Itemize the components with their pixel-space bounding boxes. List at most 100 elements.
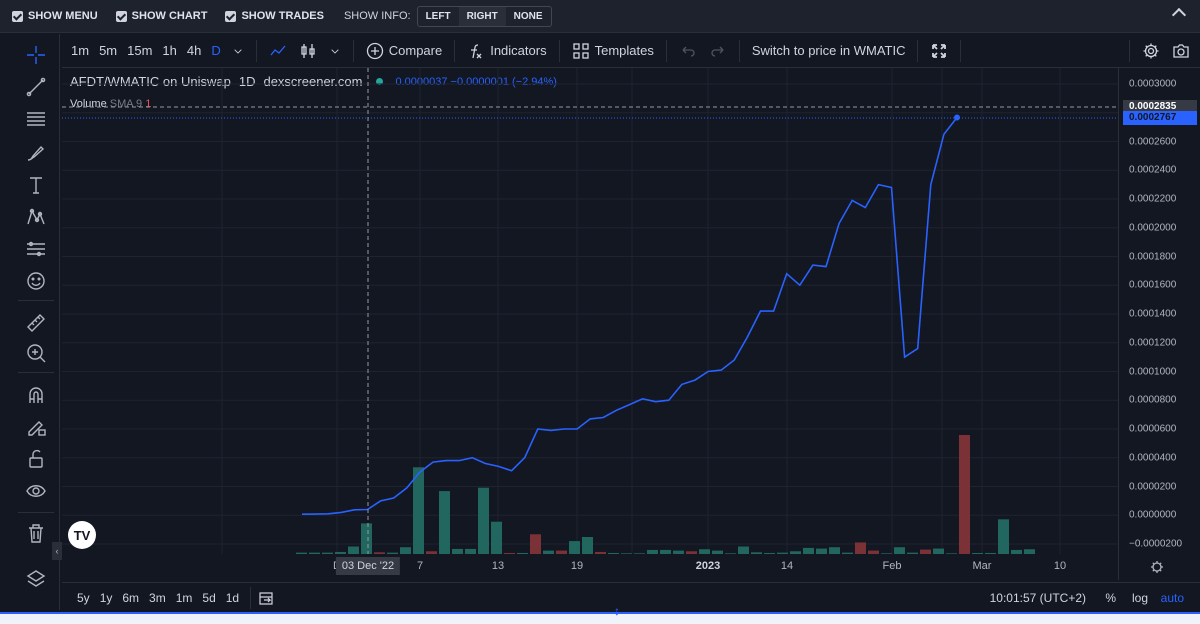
volume-bar — [374, 552, 385, 554]
volume-bar — [309, 552, 320, 554]
show-menu-label: SHOW MENU — [28, 10, 98, 22]
zoom-in-icon — [27, 344, 46, 363]
range-1y[interactable]: 1y — [99, 590, 113, 605]
time-tick: Feb — [882, 560, 902, 572]
time-tick: 13 — [491, 560, 505, 572]
text-tool[interactable] — [22, 172, 50, 198]
line-chart-icon — [270, 45, 286, 55]
pattern-tool[interactable] — [22, 204, 50, 230]
toolbar-divider — [558, 39, 560, 62]
lock-drawing-tool[interactable] — [22, 414, 50, 440]
icons-tool[interactable] — [22, 268, 50, 294]
price-chart[interactable]: TV — [62, 68, 1118, 554]
indicators-button[interactable]: Indicators — [461, 42, 552, 60]
volume-bar — [634, 553, 645, 554]
volume-bar — [478, 487, 489, 554]
volume-bar — [946, 553, 957, 554]
show-trades-checkbox[interactable]: SHOW TRADES — [225, 10, 324, 22]
compare-button[interactable]: Compare — [360, 42, 448, 60]
pencil-lock-icon — [28, 421, 46, 436]
go-to-date-icon[interactable] — [257, 589, 275, 607]
volume-bar — [842, 552, 853, 554]
magnet-tool[interactable] — [22, 382, 50, 408]
templates-label: Templates — [594, 43, 654, 58]
redo-button[interactable] — [703, 42, 733, 60]
object-tree-tool[interactable] — [22, 566, 50, 592]
timeframe-d[interactable]: D — [211, 43, 221, 58]
magnet-icon — [29, 387, 43, 403]
switch-price-button[interactable]: Switch to price in WMATIC — [751, 43, 906, 58]
volume-bar — [725, 553, 736, 554]
range-1m[interactable]: 1m — [175, 590, 193, 605]
volume-bar — [426, 551, 437, 554]
zoom-tool[interactable] — [22, 340, 50, 366]
range-5d[interactable]: 5d — [202, 590, 216, 605]
fib-tool[interactable] — [22, 106, 50, 132]
volume-bar — [712, 550, 723, 554]
timeframe-1h[interactable]: 1h — [162, 43, 177, 58]
prediction-tool[interactable] — [22, 236, 50, 262]
settings-button[interactable] — [1136, 42, 1166, 60]
crosshair-tool[interactable] — [22, 42, 50, 68]
price-tick: 0.0000800 — [1129, 394, 1177, 406]
candles-button[interactable] — [293, 42, 323, 60]
undo-button[interactable] — [673, 42, 703, 60]
time-scale[interactable]: D71319202314FebMar10 03 Dec '22 — [62, 554, 1118, 580]
tradingview-logo[interactable]: TV — [68, 521, 96, 549]
show-menu-checkbox[interactable]: SHOW MENU — [12, 10, 98, 22]
fullscreen-button[interactable] — [924, 42, 954, 60]
remove-drawings-tool[interactable] — [22, 520, 50, 546]
volume-bar — [985, 552, 996, 554]
chevron-up-icon[interactable] — [1171, 7, 1187, 23]
volume-bar — [582, 537, 593, 554]
lock-all-tool[interactable] — [22, 446, 50, 472]
interval-label: 1D — [238, 74, 256, 89]
info-none-option[interactable]: NONE — [513, 10, 543, 22]
templates-button[interactable]: Templates — [566, 42, 660, 60]
price-scale[interactable]: 0.0003000 0.0002600 0.0002400 0.0002200 0.00… — [1118, 68, 1200, 580]
show-chart-checkbox[interactable]: SHOW CHART — [115, 10, 207, 22]
price-tick: 0.0001000 — [1129, 366, 1177, 377]
crosshair-icon — [27, 46, 45, 64]
chart-type-button[interactable] — [263, 42, 293, 60]
timeframe-5m[interactable]: 5m — [99, 43, 118, 58]
range-5y[interactable]: 5y — [77, 590, 90, 605]
timeframe-dropdown[interactable] — [226, 45, 250, 57]
function-icon — [471, 43, 482, 58]
eye-icon — [26, 485, 46, 497]
source-label: dexscreener.com — [263, 74, 363, 89]
volume-bar — [894, 547, 905, 554]
brush-tool[interactable] — [22, 140, 50, 166]
fullscreen-icon — [932, 43, 947, 58]
unlock-icon — [29, 449, 43, 468]
range-3m[interactable]: 3m — [149, 590, 166, 605]
screenshot-button[interactable] — [1166, 42, 1196, 60]
info-left-option[interactable]: LEFT — [425, 10, 451, 22]
log-toggle[interactable]: log — [1131, 591, 1148, 605]
timeframe-15m[interactable]: 15m — [127, 43, 153, 58]
toolbar-divider — [960, 39, 962, 62]
range-6m[interactable]: 6m — [122, 590, 140, 605]
ruler-tool[interactable] — [22, 310, 50, 336]
timeframe-4h[interactable]: 4h — [186, 43, 202, 58]
hide-drawings-tool[interactable] — [22, 478, 50, 504]
gear-icon — [1143, 43, 1159, 58]
volume-bar — [1024, 549, 1035, 554]
auto-toggle[interactable]: auto — [1160, 591, 1184, 605]
volume-bar — [816, 548, 827, 554]
trend-line-tool[interactable] — [22, 74, 50, 100]
clock: 10:01:57 (UTC+2) — [989, 591, 1086, 605]
plus-circle-icon — [366, 42, 383, 59]
chart-type-dropdown[interactable] — [323, 45, 347, 57]
timeframe-1m[interactable]: 1m — [71, 43, 90, 58]
resize-handle-icon[interactable]: ↕ — [614, 604, 620, 618]
pair-title[interactable]: AFDT/WMATIC on Uniswap — [70, 74, 231, 89]
volume-bar — [595, 551, 606, 554]
range-1d[interactable]: 1d — [225, 590, 240, 605]
collapse-toolbar-button[interactable]: ‹ — [52, 542, 62, 560]
scale-settings-icon[interactable] — [1150, 560, 1164, 574]
volume-bar — [556, 550, 567, 554]
percent-toggle[interactable]: % — [1105, 591, 1116, 605]
info-right-option[interactable]: RIGHT — [458, 6, 506, 26]
volume-bar — [621, 553, 632, 554]
